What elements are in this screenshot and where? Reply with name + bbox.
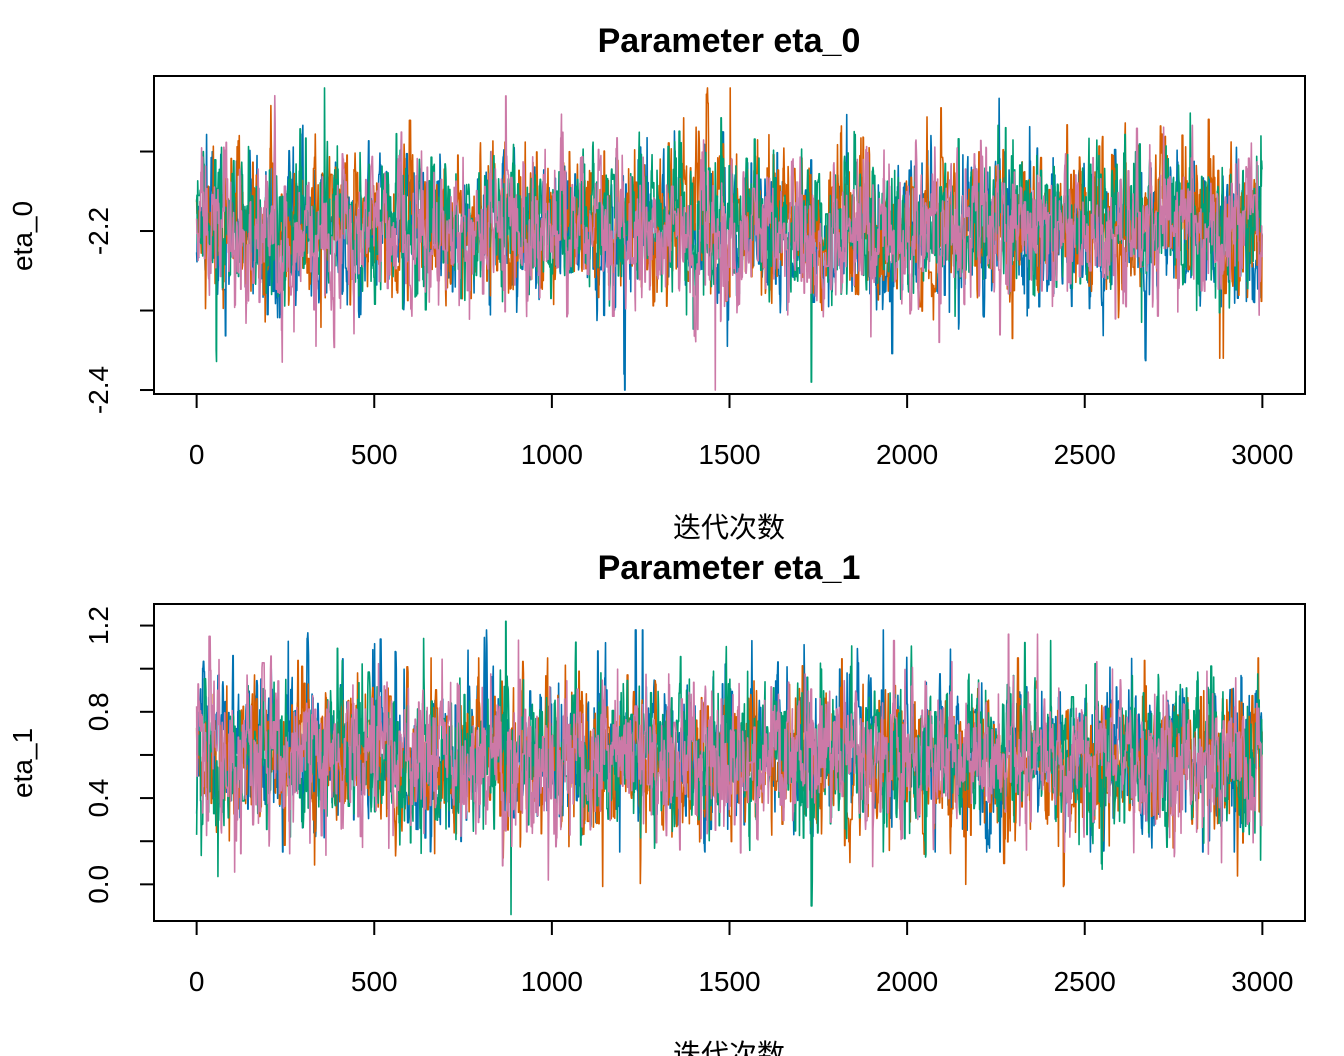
x-tick-label: 0 xyxy=(189,439,205,470)
series-line-4 xyxy=(195,94,1263,391)
x-tick-label: 3000 xyxy=(1231,439,1293,470)
x-tick-label: 1500 xyxy=(698,439,760,470)
series-layer xyxy=(195,87,1263,391)
y-tick-label: -2.4 xyxy=(83,366,114,414)
x-axis-label: 迭代次数 xyxy=(673,512,785,543)
y-axis-label: eta_0 xyxy=(7,201,38,271)
y-tick-label: -2.2 xyxy=(83,207,114,255)
y-tick-label: 1.2 xyxy=(83,606,114,645)
x-tick-label: 0 xyxy=(189,966,205,997)
x-tick-label: 1000 xyxy=(521,439,583,470)
x-tick-label: 500 xyxy=(351,439,398,470)
series-layer xyxy=(195,620,1263,916)
y-tick-label: 0.0 xyxy=(83,865,114,904)
y-tick-label: 0.8 xyxy=(83,692,114,731)
series-line-4 xyxy=(195,633,1263,881)
x-tick-label: 1000 xyxy=(521,966,583,997)
y-axis-label: eta_1 xyxy=(7,728,38,798)
plot-frame xyxy=(153,75,1306,395)
x-tick-label: 3000 xyxy=(1231,966,1293,997)
chart-title: Parameter eta_0 xyxy=(598,22,861,60)
x-axis-label: 迭代次数 xyxy=(673,1039,785,1056)
plot-frame xyxy=(153,603,1306,922)
x-tick-label: 2000 xyxy=(876,966,938,997)
x-tick-label: 2500 xyxy=(1054,966,1116,997)
x-tick-label: 500 xyxy=(351,966,398,997)
panel-eta-0: Parameter eta_0 eta_0 迭代次数 0 500 1000 1500 2… xyxy=(7,22,1306,543)
chart-title: Parameter eta_1 xyxy=(598,549,861,587)
x-tick-label: 2000 xyxy=(876,439,938,470)
x-tick-label: 2500 xyxy=(1054,439,1116,470)
panel-eta-1: Parameter eta_1 eta_1 迭代次数 0 500 1000 1500 2… xyxy=(7,549,1306,1056)
x-tick-label: 1500 xyxy=(698,966,760,997)
y-tick-label: 0.4 xyxy=(83,779,114,818)
